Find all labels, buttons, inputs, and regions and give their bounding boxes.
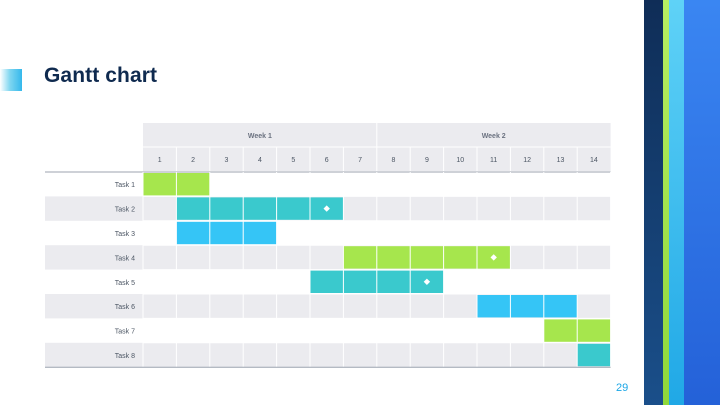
page-number: 29 bbox=[616, 382, 629, 394]
task-bar-cell bbox=[543, 319, 578, 342]
task-bar-cell bbox=[410, 246, 444, 269]
task-bar-cell bbox=[143, 173, 177, 196]
task-bar-cell bbox=[477, 295, 511, 318]
task-bar-cell bbox=[577, 319, 611, 342]
day-label: 10 bbox=[456, 157, 464, 164]
task-bar-cell bbox=[243, 221, 277, 245]
task-bar-cell bbox=[243, 197, 277, 220]
task-bar-cell bbox=[176, 173, 210, 196]
slide-title: Gantt chart bbox=[44, 64, 158, 87]
task-label: Task 4 bbox=[115, 255, 135, 262]
day-label: 8 bbox=[392, 157, 396, 164]
day-label: 1 bbox=[158, 157, 162, 164]
title-accent-bar bbox=[0, 69, 22, 91]
task-bar-cell bbox=[176, 197, 210, 220]
day-label: 3 bbox=[225, 157, 229, 164]
day-label: 4 bbox=[258, 157, 262, 164]
task-bar-cell bbox=[276, 197, 310, 220]
week-label: Week 2 bbox=[482, 133, 506, 140]
task-bar-cell bbox=[510, 295, 544, 318]
decor-stripe-blue bbox=[684, 0, 720, 405]
task-label: Task 7 bbox=[115, 329, 135, 336]
day-label: 14 bbox=[590, 157, 598, 164]
task-bar-cell bbox=[443, 246, 477, 269]
decor-stripe-navy bbox=[644, 0, 663, 405]
day-label: 13 bbox=[557, 157, 565, 164]
task-bar-cell bbox=[376, 246, 411, 269]
day-label: 2 bbox=[191, 157, 195, 164]
day-label: 5 bbox=[291, 157, 295, 164]
milestone-diamond bbox=[490, 254, 497, 261]
task-bar-cell bbox=[543, 295, 578, 318]
task-bar-cell bbox=[343, 270, 377, 293]
task-label: Task 3 bbox=[115, 231, 135, 238]
task-label: Task 5 bbox=[115, 280, 135, 287]
task-bar-cell bbox=[176, 221, 210, 245]
task-label: Task 1 bbox=[115, 182, 135, 189]
day-label: 11 bbox=[490, 157, 497, 164]
milestone-diamond bbox=[323, 205, 330, 212]
decor-stripe-sky bbox=[669, 0, 684, 405]
task-bar-cell bbox=[209, 221, 244, 245]
day-label: 6 bbox=[325, 157, 329, 164]
task-bar-cell bbox=[376, 270, 411, 293]
milestone-diamond bbox=[423, 278, 431, 285]
decor-stripe-lime bbox=[663, 0, 669, 405]
row-band bbox=[45, 342, 611, 368]
row-band bbox=[45, 245, 611, 270]
task-label: Task 6 bbox=[115, 304, 135, 311]
day-label: 7 bbox=[358, 157, 362, 164]
task-bar-cell bbox=[577, 343, 611, 367]
task-bar-cell bbox=[310, 270, 344, 293]
day-label: 9 bbox=[425, 157, 429, 164]
task-label: Task 2 bbox=[115, 207, 135, 214]
task-bar-cell bbox=[343, 246, 377, 269]
task-bar-cell bbox=[209, 197, 244, 220]
week-label: Week 1 bbox=[248, 133, 272, 140]
task-label: Task 8 bbox=[115, 353, 135, 360]
day-label: 12 bbox=[523, 157, 531, 164]
